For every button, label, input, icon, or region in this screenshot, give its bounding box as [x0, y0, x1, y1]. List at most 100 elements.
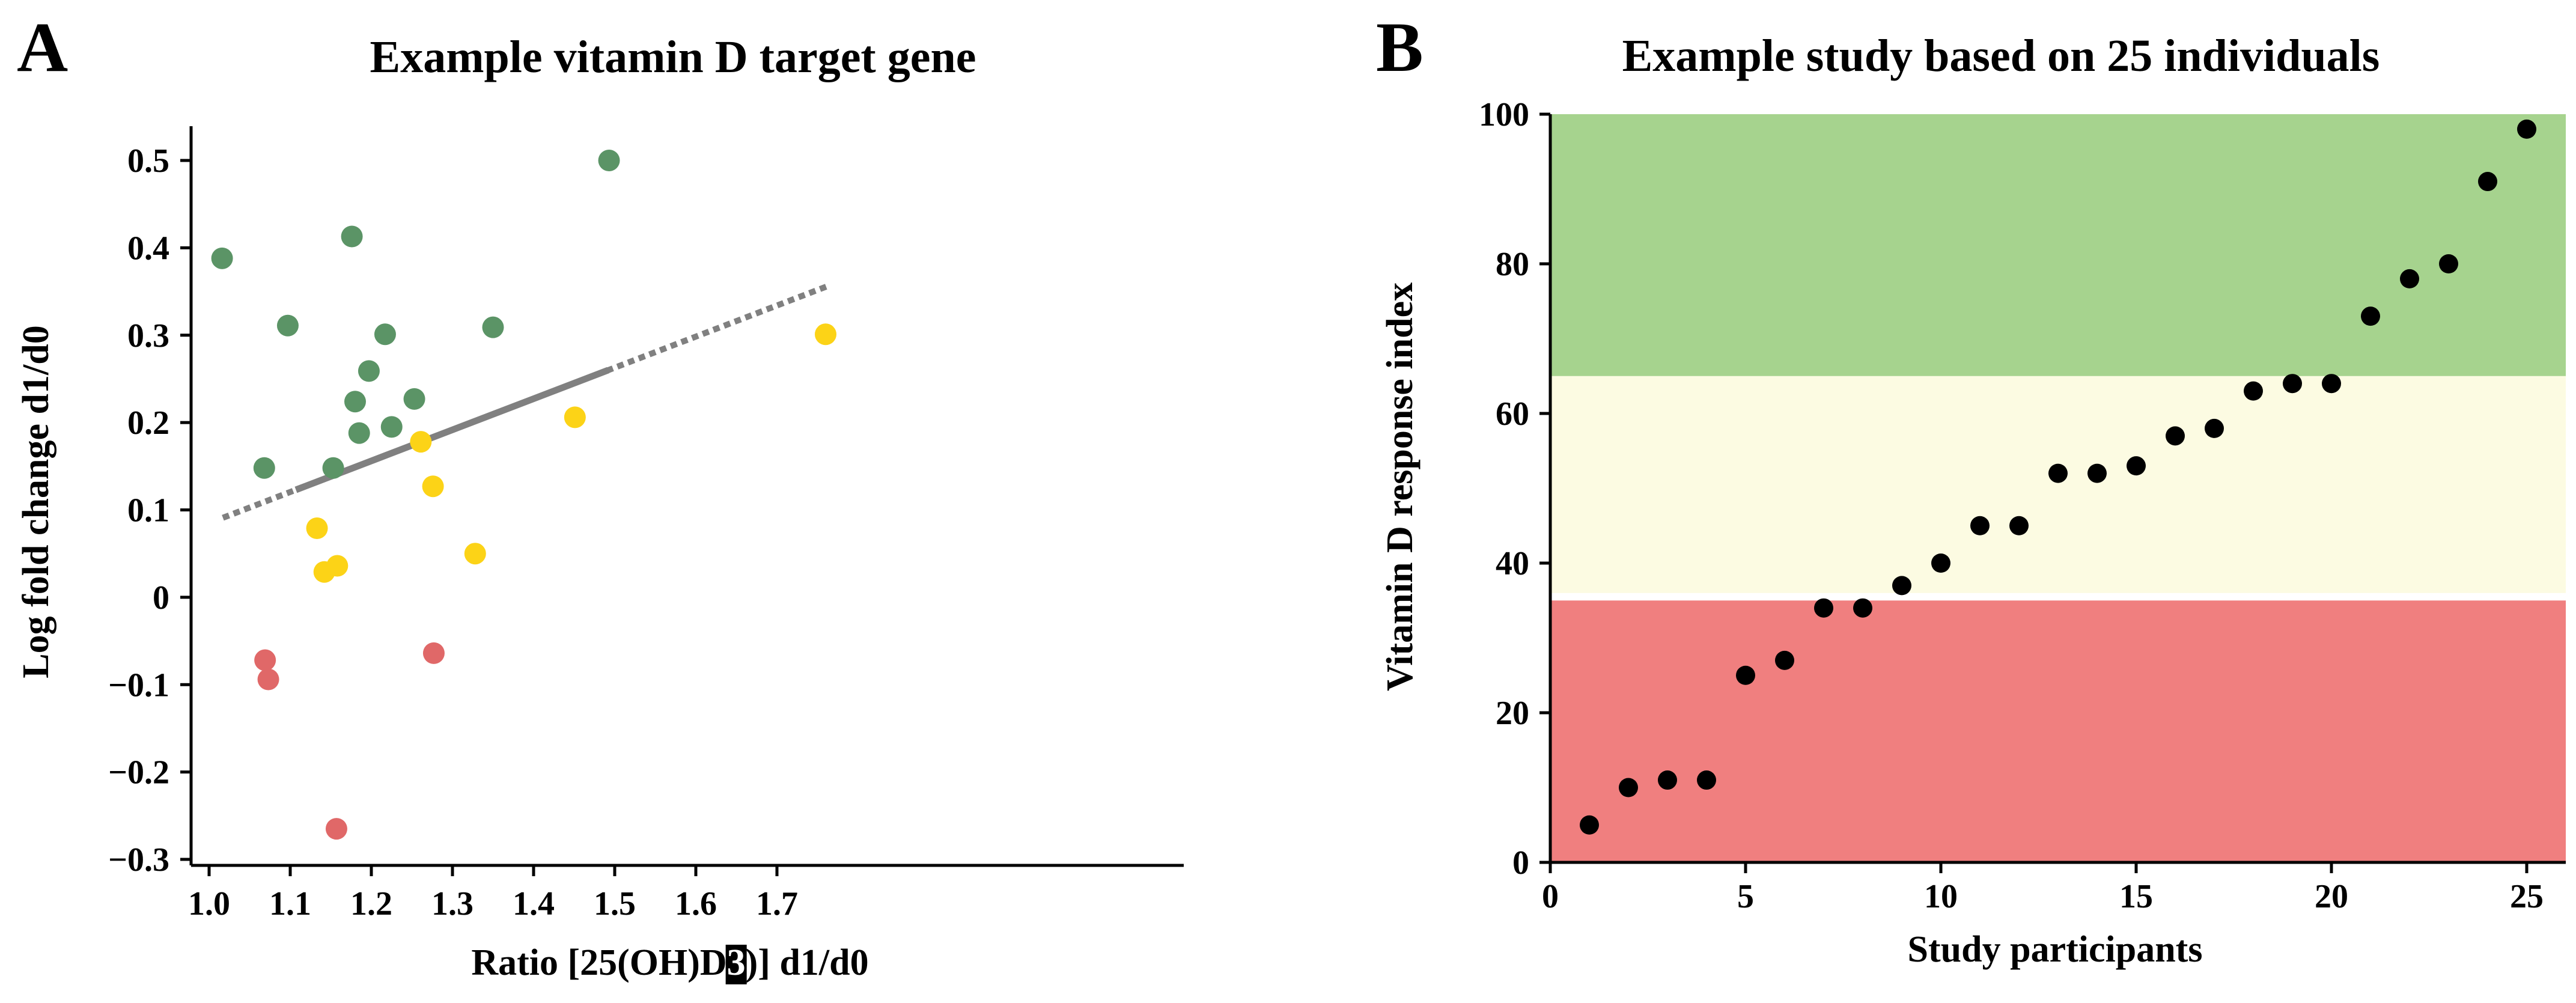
x-tick-label: 15 — [2119, 878, 2153, 915]
data-point — [1814, 598, 1833, 618]
x-tick-label: 1.3 — [431, 885, 473, 922]
y-tick-label: 0.2 — [127, 404, 169, 442]
data-point — [1931, 553, 1950, 573]
data-point — [403, 388, 425, 410]
data-point — [464, 543, 486, 565]
data-point — [358, 360, 380, 382]
y-tick-label: −0.1 — [108, 666, 169, 704]
y-tick-label: 60 — [1496, 395, 1529, 433]
data-point — [2283, 374, 2302, 394]
x-tick-label: 1.7 — [756, 885, 798, 922]
data-point — [1619, 778, 1638, 797]
data-point — [322, 457, 344, 479]
x-label-before: Ratio [25(OH)D — [471, 942, 726, 983]
data-point — [2205, 418, 2224, 438]
chart-b-title: Example study based on 25 individuals — [1622, 31, 2380, 81]
data-point — [410, 431, 432, 453]
data-point — [815, 323, 836, 346]
x-label-after: )] d1/d0 — [746, 942, 869, 983]
chart-a-title: Example vitamin D target gene — [370, 32, 976, 82]
y-tick-label: 40 — [1496, 545, 1529, 582]
data-point — [257, 668, 279, 691]
chart-b-y-ticks: 0 20 40 60 80 100 — [1479, 96, 1550, 882]
x-tick-label: 1.4 — [513, 885, 555, 922]
panel-b: B Example study based on 25 individuals … — [1376, 8, 2566, 970]
data-point — [1697, 770, 1716, 790]
x-tick-label: 1.1 — [269, 885, 311, 922]
data-point — [380, 416, 403, 438]
data-point — [211, 247, 233, 269]
chart-a-x-axis-label: Ratio [25(OH)D3)] d1/d0 — [471, 942, 868, 983]
data-point — [1775, 650, 1794, 670]
data-point — [253, 457, 275, 479]
data-point — [2127, 456, 2146, 476]
data-point — [422, 642, 445, 664]
trendline-solid — [294, 367, 610, 493]
chart-b-x-axis-label: Study participants — [1908, 929, 2203, 970]
y-tick-label: 20 — [1496, 695, 1529, 732]
data-point — [2087, 463, 2107, 483]
chart-b-plot-area — [1580, 119, 2536, 835]
response-band — [1551, 376, 2566, 593]
data-point — [306, 517, 328, 540]
y-tick-label: 0.5 — [127, 142, 169, 180]
data-point — [2048, 463, 2068, 483]
panel-b-letter: B — [1376, 8, 1423, 87]
data-point — [422, 475, 444, 498]
data-point — [564, 406, 586, 428]
data-point — [374, 323, 396, 346]
chart-b-x-ticks: 0 5 10 15 20 25 — [1542, 862, 2544, 915]
data-point — [2166, 426, 2185, 446]
y-tick-label: 0 — [1512, 844, 1529, 882]
response-band — [1551, 600, 2566, 862]
data-point — [1658, 770, 1677, 790]
y-tick-label: 80 — [1496, 246, 1529, 283]
y-tick-label: −0.2 — [108, 754, 169, 791]
data-point — [1892, 576, 1911, 596]
x-tick-label: 0 — [1542, 878, 1559, 915]
chart-a-y-axis-label: Log fold change d1/d0 — [16, 325, 56, 678]
data-point — [2009, 516, 2029, 535]
data-point — [2244, 381, 2263, 401]
y-tick-label: 0.1 — [127, 492, 169, 529]
x-tick-label: 20 — [2315, 878, 2348, 915]
data-point — [2400, 269, 2419, 288]
data-point — [341, 225, 363, 248]
data-point — [1580, 815, 1599, 835]
y-tick-label: 0.4 — [127, 230, 169, 267]
chart-a-plot-area — [211, 150, 836, 840]
data-point — [2361, 306, 2380, 326]
data-point — [2517, 119, 2536, 139]
highlight-box — [725, 945, 747, 984]
x-tick-label: 1.5 — [594, 885, 636, 922]
data-point — [1736, 665, 1755, 685]
y-tick-label: 100 — [1479, 96, 1529, 133]
chart-b-bands — [1551, 114, 2566, 862]
data-point — [348, 422, 370, 444]
x-label-highlight: 3 — [727, 942, 746, 983]
x-tick-label: 1.2 — [350, 885, 392, 922]
data-point — [254, 649, 276, 671]
y-tick-label: 0.3 — [127, 317, 169, 355]
data-point — [326, 555, 349, 577]
data-point — [344, 391, 366, 413]
chart-a-y-ticks: 0.5 0.4 0.3 0.2 0.1 0 −0.1 −0.2 −0.3 — [108, 142, 191, 879]
y-tick-label: 0 — [153, 579, 169, 617]
chart-a-x-ticks: 1.0 1.1 1.2 1.3 1.4 1.5 1.6 1.7 — [188, 865, 798, 922]
chart-b-y-axis-label: Vitamin D response index — [1380, 282, 1420, 691]
data-point — [325, 818, 347, 840]
panel-a-letter: A — [17, 8, 68, 87]
x-tick-label: 10 — [1924, 878, 1958, 915]
data-point — [1970, 516, 1990, 535]
x-tick-label: 25 — [2510, 878, 2544, 915]
data-point — [2478, 172, 2497, 192]
response-band — [1551, 114, 2566, 376]
x-tick-label: 5 — [1737, 878, 1754, 915]
data-point — [2439, 254, 2458, 273]
y-tick-label: −0.3 — [108, 841, 169, 879]
data-point — [482, 316, 504, 338]
panel-a: A Example vitamin D target gene 0.50.40.… — [16, 8, 1184, 984]
data-point — [598, 150, 620, 171]
x-tick-label: 1.0 — [188, 885, 230, 922]
